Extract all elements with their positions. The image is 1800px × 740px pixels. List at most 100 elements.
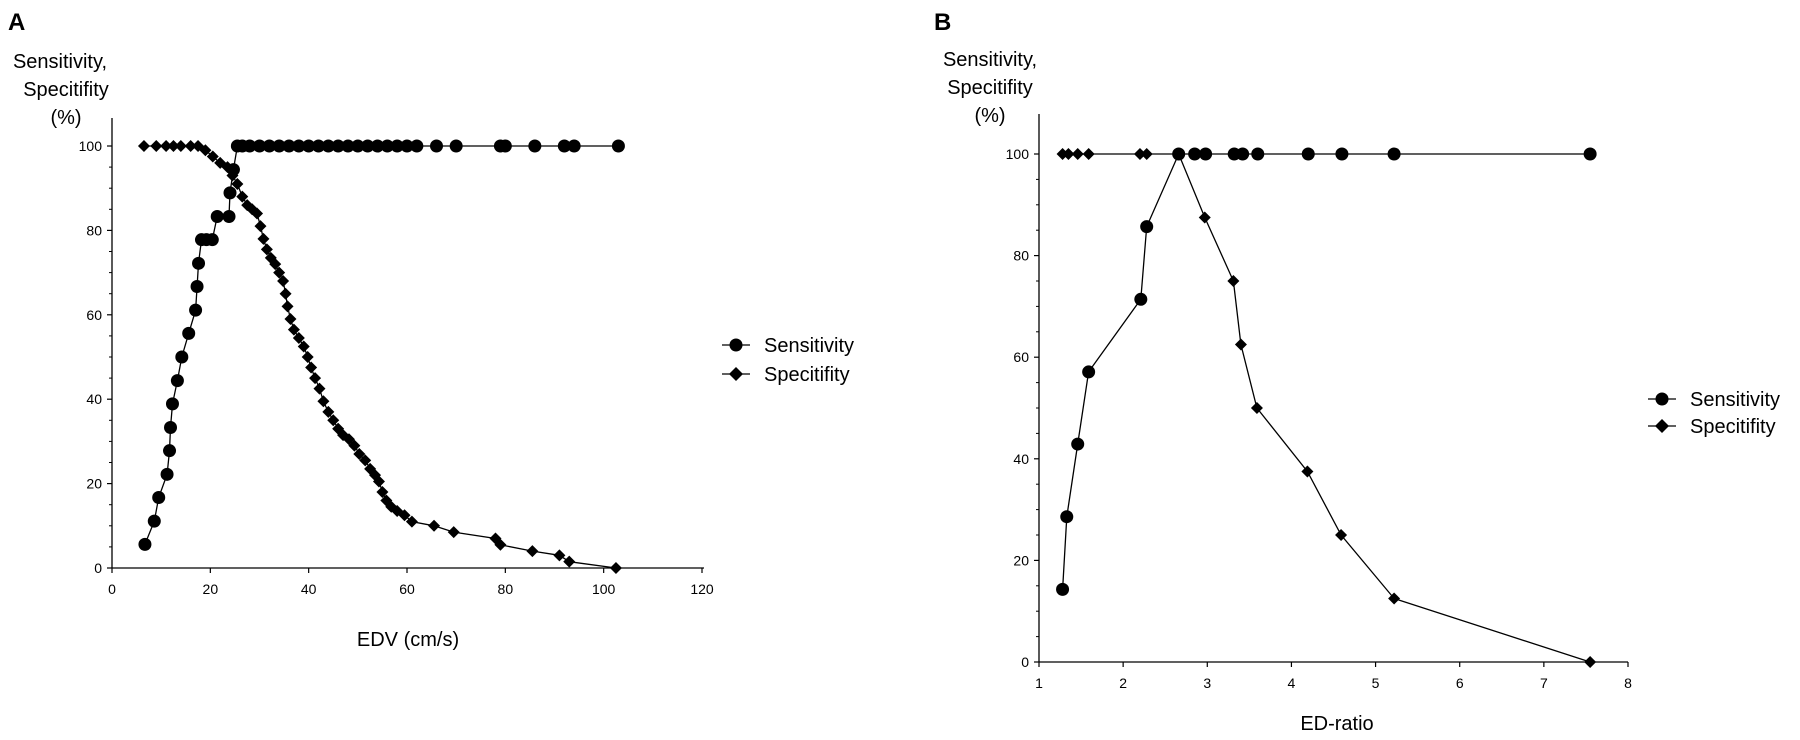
panel-a-specitifity-point [292, 332, 305, 345]
panel-a-sensitivity-point [163, 444, 177, 458]
panel-b-specitifity-point [1335, 529, 1348, 541]
panel-a-legend-specitifity: Specitifity [764, 364, 850, 386]
panel-b-legend-specitifity: Specitifity [1690, 416, 1776, 438]
panel-a-specitifity-point [184, 140, 197, 152]
panel-a-specitifity-point [391, 505, 404, 518]
panel-a-specitifity-point [281, 300, 294, 313]
panel-a-legend-circle-marker [729, 338, 743, 352]
panel-b-y-tick-label: 80 [1013, 248, 1029, 264]
panel-a-specitifity-point [160, 140, 173, 152]
panel-a-sensitivity-point [189, 303, 203, 317]
panel-a-sensitivity-point [371, 139, 384, 153]
panel-b-legend-sensitivity: Sensitivity [1690, 389, 1780, 411]
panel-b-x-tick-label: 5 [1372, 675, 1380, 691]
panel-b-sensitivity-point [1134, 292, 1148, 306]
panel-a-sensitivity-point [611, 139, 625, 153]
panel-b-sensitivity-point [1140, 220, 1154, 234]
panel-a-specitifity-point [359, 454, 372, 467]
panel-b-sensitivity-point [1071, 437, 1085, 451]
panel-a-x-tick-label: 40 [301, 581, 317, 597]
panel-a-sensitivity-point [380, 139, 394, 153]
panel-a-sensitivity-point [222, 209, 236, 223]
panel-a-y-tick-label: 60 [86, 307, 102, 323]
panel-b-specitifity-point [1584, 656, 1597, 668]
panel-a-sensitivity-point [312, 139, 325, 153]
panel-a-sensitivity-point [557, 139, 571, 153]
panel-a-letter: A [8, 9, 25, 36]
panel-a-specitifity-point [309, 372, 322, 385]
panel-a-specitifity-point [297, 340, 310, 353]
panel-a-ylabel-line3: (%) [50, 107, 81, 129]
panel-b-x-tick-label: 7 [1540, 675, 1548, 691]
panel-a-sensitivity-point [430, 139, 443, 153]
panel-a-specitifity-point [257, 232, 270, 245]
panel-a-sensitivity-point [175, 350, 189, 364]
panel-b-x-tick-label: 3 [1203, 675, 1211, 691]
panel-b-sensitivity-point [1251, 147, 1265, 161]
panel-b-sensitivity-point [1082, 365, 1096, 379]
panel-a-specitifity-point [277, 275, 290, 288]
panel-b-specitifity-point [1234, 338, 1247, 351]
panel-a-sensitivity-point [410, 139, 424, 153]
panel-b-sensitivity-point [1583, 147, 1597, 161]
panel-a-sensitivity-point [190, 280, 204, 294]
panel-b-sensitivity-line [1061, 153, 1591, 590]
panel-a-specitifity-point [553, 549, 566, 562]
panel-a: A Sensitivity, Specitifity (%) 0 20 40 60 80… [8, 9, 854, 651]
panel-a-sensitivity-point [400, 139, 414, 153]
panel-b-sensitivity-point [1188, 147, 1202, 161]
panel-b-y-tick-label: 20 [1013, 552, 1029, 568]
panel-a-specitifity-point [405, 515, 418, 528]
panel-a-specitifity-point [353, 448, 366, 461]
panel-a-ylabel-line1: Sensitivity, [13, 51, 107, 73]
panel-a-legend-sensitivity: Sensitivity [764, 335, 854, 357]
panel-a-y-tick-label: 20 [86, 476, 102, 492]
panel-b-x-ticks: 1 2 3 4 5 6 7 8 [1035, 662, 1632, 691]
panel-a-ylabel-line2: Specitifity [23, 79, 109, 101]
panel-b-legend: Sensitivity Specitifity [1648, 389, 1780, 438]
panel-b-ylabel-line1: Sensitivity, [943, 49, 1037, 71]
panel-a-specitifity-point [206, 150, 219, 163]
panel-b-y-ticks: 0 20 40 60 80 100 [1006, 146, 1039, 670]
panel-a-y-tick-label: 100 [79, 138, 103, 154]
panel-a-sensitivity-point [147, 514, 161, 528]
panel-b-series [1056, 147, 1597, 668]
panel-a-specitifity-point [273, 266, 286, 279]
panel-b-legend-circle-marker [1655, 392, 1669, 406]
panel-b-specitifity-point [1250, 402, 1263, 414]
panel-a-specitifity-point [226, 169, 239, 182]
panel-a-sensitivity-point [253, 139, 266, 153]
panel-a-specitifity-point [348, 439, 361, 452]
panel-a-specitifity-point [137, 140, 150, 152]
panel-a-specitifity-point [254, 220, 267, 233]
panel-b-sensitivity-point [1236, 147, 1250, 161]
panel-a-sensitivity-point [498, 139, 512, 153]
panel-a-series [137, 139, 625, 574]
panel-a-sensitivity-point [223, 186, 237, 200]
panel-a-specitifity-point [231, 177, 244, 190]
panel-b-specitifity-point [1227, 275, 1240, 287]
panel-b-sensitivity-point [1335, 147, 1349, 161]
panel-b-specitifity-point [1082, 148, 1095, 160]
panel-a-x-tick-label: 100 [592, 581, 616, 597]
panel-a-x-tick-label: 80 [498, 581, 514, 597]
panel-a-sensitivity-point [449, 139, 463, 153]
panel-a-sensitivity-point [138, 537, 152, 551]
panel-a-sensitivity-point [361, 139, 375, 153]
panel-a-specitifity-point [269, 258, 282, 271]
panel-b-x-tick-label: 8 [1624, 675, 1632, 691]
panel-a-specitifity-point [287, 323, 300, 336]
panel-a-sensitivity-point [262, 139, 276, 153]
panel-b-legend-diamond-marker [1655, 419, 1669, 433]
panel-b-x-tick-label: 4 [1288, 675, 1296, 691]
panel-a-y-tick-label: 80 [86, 222, 102, 238]
panel-b-specitifity-point [1198, 211, 1211, 224]
panel-b-sensitivity-point [1056, 582, 1070, 596]
panel-a-specitifity-point [376, 486, 389, 499]
panel-a-sensitivity-point [331, 139, 345, 153]
panel-a-sensitivity-point [210, 209, 224, 223]
panel-a-sensitivity-point [292, 139, 306, 153]
panel-a-specitifity-point [428, 519, 441, 532]
panel-a-specitifity-point [313, 382, 326, 395]
